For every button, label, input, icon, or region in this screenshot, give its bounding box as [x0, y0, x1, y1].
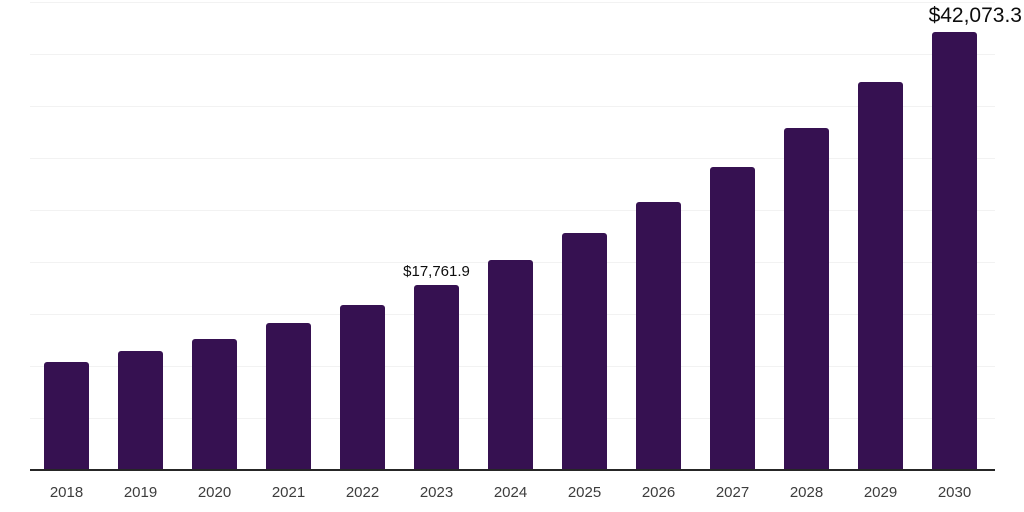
- x-tick-2030: 2030: [937, 484, 972, 501]
- data-label-2023: $17,761.9: [403, 263, 470, 281]
- x-tick-2018: 2018: [49, 484, 84, 501]
- x-tick-2019: 2019: [123, 484, 158, 501]
- gridline: [30, 2, 995, 3]
- bar-2029: [858, 81, 903, 470]
- bar-2027: [710, 166, 755, 470]
- x-tick-2025: 2025: [567, 484, 602, 501]
- x-tick-2028: 2028: [789, 484, 824, 501]
- bar-2018: [44, 362, 89, 470]
- x-tick-2021: 2021: [271, 484, 306, 501]
- bar-2023: [414, 285, 459, 470]
- x-axis-line: [30, 469, 995, 471]
- bar-2019: [118, 350, 163, 470]
- x-tick-2024: 2024: [493, 484, 528, 501]
- bar-2021: [266, 323, 311, 470]
- gridline: [30, 106, 995, 107]
- x-tick-2027: 2027: [715, 484, 750, 501]
- bar-2025: [562, 232, 607, 470]
- x-tick-2020: 2020: [197, 484, 232, 501]
- x-tick-2022: 2022: [345, 484, 380, 501]
- bar-2024: [488, 260, 533, 470]
- gridline: [30, 158, 995, 159]
- gridline: [30, 54, 995, 55]
- bar-2020: [192, 338, 237, 470]
- bar-2026: [636, 201, 681, 470]
- data-label-2030: $42,073.3: [928, 4, 1022, 28]
- bar-2022: [340, 305, 385, 470]
- x-tick-2023: 2023: [419, 484, 454, 501]
- x-tick-2026: 2026: [641, 484, 676, 501]
- bar-2030: [932, 32, 977, 470]
- gridline: [30, 210, 995, 211]
- x-tick-2029: 2029: [863, 484, 898, 501]
- bar-2028: [784, 127, 829, 470]
- plot-area: $17,761.9 $42,073.3: [30, 2, 1022, 470]
